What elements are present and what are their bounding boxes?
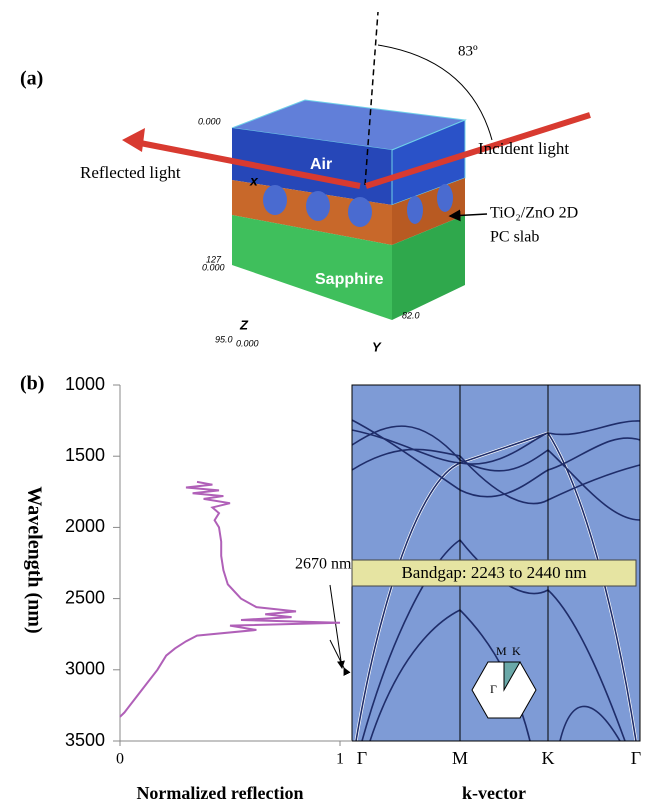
coord-label: 0.000 <box>198 116 221 126</box>
annotation-arrow <box>330 585 342 668</box>
axis-label: Y <box>372 339 382 354</box>
incident-label: Incident light <box>478 139 569 158</box>
annotation: 2670 nm <box>295 556 352 573</box>
k-point-label: Γ <box>631 748 641 768</box>
k-point-label: Γ <box>357 748 367 768</box>
k-point-label: K <box>542 748 555 768</box>
panel-a: (a) 83º Air Sapphire Reflected light Inc… <box>20 12 590 354</box>
axis-label: x <box>249 173 259 189</box>
coord-label: 82.0 <box>402 310 420 320</box>
coord-label: 0.000 <box>202 262 225 272</box>
axis-label: Z <box>239 317 249 332</box>
sapphire-label: Sapphire <box>315 271 384 288</box>
x-axis-title: k-vector <box>462 783 526 803</box>
x-axis-title: Normalized reflection <box>136 783 303 803</box>
slab-label: TiO₂/ZnO 2D <box>490 205 578 222</box>
inset-label: K <box>512 644 521 658</box>
panel-label: (b) <box>20 373 44 395</box>
x-tick-label: 1 <box>336 751 344 768</box>
inset-label: M <box>496 644 507 658</box>
reflection-curve <box>120 482 340 717</box>
reflected-label: Reflected light <box>80 163 181 182</box>
coord-label: 0.000 <box>236 338 259 348</box>
y-tick-label: 3000 <box>65 659 105 679</box>
panel-b: Bandgap: 2243 to 2440 nm M K Γ k-vector … <box>20 373 640 804</box>
y-tick-label: 1000 <box>65 374 105 394</box>
x-tick-label: 0 <box>116 751 124 768</box>
figure: (a) 83º Air Sapphire Reflected light Inc… <box>0 0 648 807</box>
slab-label: PC slab <box>490 229 539 246</box>
y-axis-title: Wavelength (nm) <box>23 486 45 633</box>
annotation-arrow <box>330 640 344 668</box>
y-tick-label: 3500 <box>65 730 105 750</box>
y-tick-label: 2500 <box>65 587 105 607</box>
y-tick-label: 1500 <box>65 445 105 465</box>
panel-label: (a) <box>20 68 43 90</box>
arrow-head <box>122 128 145 152</box>
y-tick-label: 2000 <box>65 516 105 536</box>
coord-label: 95.0 <box>215 334 233 344</box>
bandgap-label: Bandgap: 2243 to 2440 nm <box>401 563 586 582</box>
air-label: Air <box>310 156 332 173</box>
angle-label: 83º <box>458 43 478 59</box>
k-point-label: M <box>452 748 468 768</box>
inset-label: Γ <box>490 682 497 696</box>
